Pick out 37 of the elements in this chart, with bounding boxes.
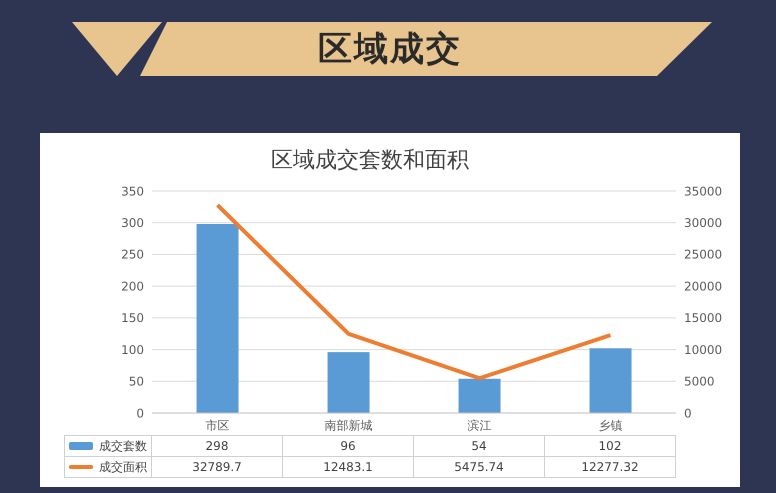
- data-label: 96: [283, 436, 414, 456]
- data-label: 5475.74: [414, 457, 545, 477]
- y-tick-label: 350: [121, 184, 144, 198]
- y-tick-label: 0: [136, 406, 144, 420]
- y-tick-label: 300: [121, 216, 144, 230]
- y2-tick-label: 20000: [684, 279, 722, 294]
- bar: [328, 352, 370, 413]
- y-tick-label: 100: [121, 342, 144, 357]
- y2-tick-label: 35000: [684, 184, 722, 198]
- x-tick-label: 市区: [206, 418, 230, 433]
- x-tick-label: 滨江: [468, 418, 492, 433]
- chart-title: 区域成交: [317, 28, 463, 71]
- data-label: 298: [152, 436, 283, 456]
- bar: [590, 348, 632, 413]
- y-tick-label: 50: [128, 374, 144, 389]
- legend-label: 成交面积: [99, 458, 147, 476]
- chart-subtitle: 区域成交套数和面积: [270, 147, 470, 175]
- y2-tick-label: 15000: [684, 311, 722, 326]
- legend-label: 成交套数: [99, 438, 147, 454]
- y-tick-label: 250: [121, 248, 144, 262]
- y2-tick-label: 0: [684, 406, 692, 420]
- bar: [196, 224, 239, 413]
- data-label: 12277.32: [545, 457, 676, 477]
- line-series: [216, 203, 612, 380]
- x-tick-label: 南部新城: [324, 418, 372, 433]
- x-tick-label: 乡镇: [598, 418, 622, 433]
- data-label: 32789.7: [152, 457, 283, 477]
- data-label: 54: [414, 436, 545, 456]
- y2-tick-label: 30000: [684, 216, 722, 230]
- y2-tick-label: 10000: [684, 342, 722, 357]
- y-tick-label: 200: [121, 279, 144, 294]
- y2-tick-label: 5000: [684, 374, 715, 389]
- data-label: 12483.1: [283, 457, 414, 477]
- y-tick-label: 150: [121, 311, 144, 326]
- y2-tick-label: 25000: [684, 248, 722, 262]
- bar: [458, 378, 501, 413]
- data-label: 102: [545, 436, 676, 456]
